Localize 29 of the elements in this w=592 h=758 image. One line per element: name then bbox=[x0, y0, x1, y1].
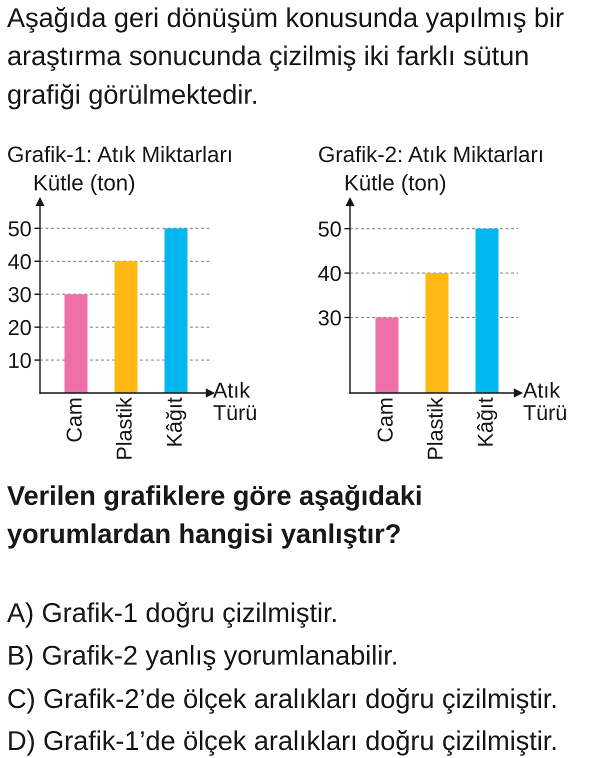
y-tick-label: 40 bbox=[318, 266, 341, 282]
y-tick-label: 50 bbox=[318, 221, 341, 237]
x-axis-title: Atık Türü bbox=[523, 382, 566, 420]
text: B) Grafik-2 yanlış yorumlanabilir. bbox=[9, 645, 396, 670]
x-tick-label: Kâğıt bbox=[476, 397, 498, 446]
y-tick-label: 30 bbox=[318, 310, 341, 326]
x-tick-label: Plastik bbox=[116, 397, 132, 459]
text: D) Grafik-1’de ölçek aralıkları doğru çizilmiştir. bbox=[9, 730, 556, 756]
chart-title: Grafik-2: Atık Miktarları bbox=[319, 146, 542, 162]
x-tick-label: Cam bbox=[378, 398, 393, 442]
x-axis-title: Atık Türü bbox=[213, 382, 256, 420]
text: Aşağıda geri dönüşüm konusunda yapılmış bir araştırma sonucunda çizilmiş iki farklı sütun grafiği görülmektedir. bbox=[7, 7, 564, 110]
text: A) Grafik-1 doğru çizilmiştir. bbox=[7, 602, 336, 628]
text: C) Grafik-2’de ölçek aralıkları doğru çizilmiştir. bbox=[8, 688, 556, 714]
bar bbox=[64, 294, 88, 393]
y-tick-label: 20 bbox=[8, 320, 31, 336]
x-tick-label: Kâğıt bbox=[166, 397, 186, 446]
text: Verilen grafiklere göre aşağıdaki yorumlardan hangisi yanlıştır? bbox=[7, 485, 421, 549]
y-axis-title: Kütle (ton) bbox=[34, 174, 134, 195]
y-tick-label: 50 bbox=[8, 221, 31, 236]
y-tick-label: 10 bbox=[9, 352, 31, 368]
x-tick-label: Cam bbox=[66, 398, 82, 442]
chart-title: Grafik-1: Atık Miktarları bbox=[8, 146, 231, 162]
bar bbox=[114, 261, 138, 393]
y-axis-title: Kütle (ton) bbox=[346, 174, 446, 195]
y-tick-label: 30 bbox=[8, 286, 31, 302]
x-tick-label: Plastik bbox=[426, 397, 443, 459]
bar bbox=[164, 228, 188, 393]
y-tick-label: 40 bbox=[8, 254, 31, 270]
